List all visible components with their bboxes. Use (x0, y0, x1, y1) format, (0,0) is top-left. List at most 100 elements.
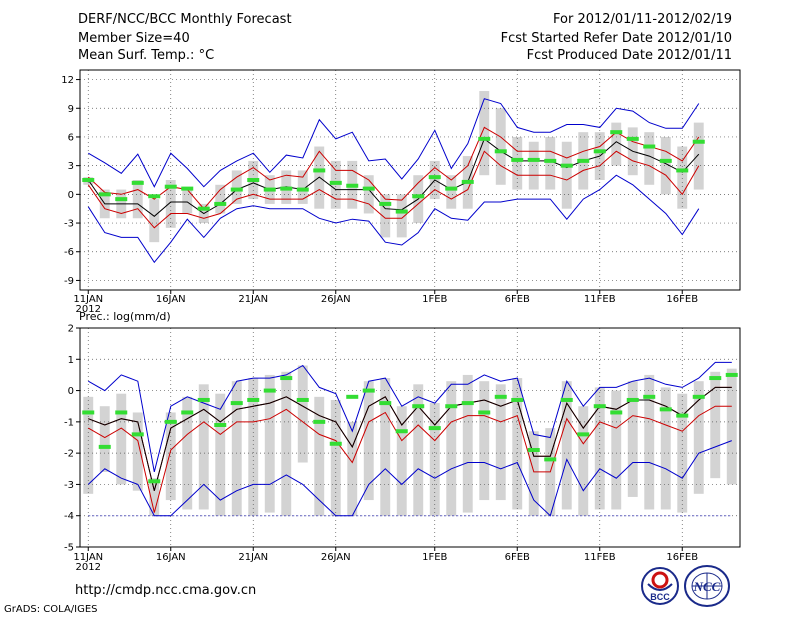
precipitation-member-marker (659, 407, 672, 412)
temperature-x-tick-label: 16FEB (666, 294, 698, 305)
temperature-spread-box (644, 132, 655, 185)
precipitation-member-marker (263, 388, 276, 393)
precipitation-member-marker (148, 479, 161, 484)
precipitation-spread-box (462, 374, 473, 513)
temperature-member-marker (230, 187, 243, 192)
precipitation-member-marker (395, 429, 408, 434)
forecast-start-date-label: Fcst Started Refer Date 2012/01/10 (500, 31, 732, 46)
temperature-member-marker (98, 192, 111, 197)
precipitation-spread-box (83, 396, 94, 494)
temperature-member-marker (544, 158, 557, 163)
temperature-member-marker (313, 168, 326, 173)
precipitation-member-marker (362, 388, 375, 393)
precipitation-x-tick-label: 11JAN (73, 552, 103, 563)
precipitation-member-marker (280, 376, 293, 381)
precipitation-member-marker (478, 410, 491, 415)
temperature-x-tick-label: 1FEB (422, 294, 447, 305)
temperature-spread-box (677, 146, 688, 209)
temperature-spread-box (693, 122, 704, 190)
precipitation-spread-box (446, 381, 457, 516)
temperature-member-marker (346, 183, 359, 188)
precipitation-x-tick-label: 26JAN (321, 552, 351, 563)
temperature-spread-box (132, 180, 143, 219)
precipitation-member-marker (709, 376, 722, 381)
temperature-member-marker (527, 157, 540, 162)
temperature-y-tick-label: -6 (64, 247, 74, 258)
precipitation-year-label: 2012 (76, 562, 101, 573)
temperature-plot-frame (79, 69, 741, 291)
temperature-lower-spread-line (87, 150, 700, 229)
precipitation-spread-box (281, 371, 292, 516)
precipitation-x-tick-label: 16JAN (156, 552, 186, 563)
precipitation-member-marker (346, 394, 359, 399)
precipitation-member-marker (560, 397, 573, 402)
temperature-ensemble-mean-line (87, 138, 700, 217)
temperature-member-marker (263, 187, 276, 192)
precipitation-spread-box (429, 403, 440, 516)
precipitation-y-tick-label: -5 (64, 543, 74, 554)
website-url[interactable]: http://cmdp.ncc.cma.gov.cn (75, 583, 257, 598)
precipitation-spread-box (297, 365, 308, 463)
precipitation-y-tick-label: 2 (68, 324, 74, 335)
precipitation-member-marker (626, 397, 639, 402)
temperature-spread-box (545, 136, 556, 190)
temperature-x-tick-label: 11JAN (73, 294, 103, 305)
precipitation-spread-box (264, 374, 275, 513)
temperature-spread-box (396, 194, 407, 238)
precipitation-variable-label: Prec.: log(mm/d) (79, 310, 171, 323)
temperature-member-marker (560, 163, 573, 168)
precipitation-lower-spread-line (88, 405, 732, 513)
temperature-y-tick-label: 0 (68, 190, 74, 201)
temperature-member-marker (148, 194, 161, 199)
temperature-member-marker (461, 179, 474, 184)
precipitation-spread-box (182, 396, 193, 510)
temperature-member-marker (478, 136, 491, 141)
precipitation-maximum-line (88, 361, 732, 473)
precipitation-member-marker (379, 401, 392, 406)
temperature-y-tick-label: 12 (61, 75, 74, 86)
temperature-spread-box (165, 180, 176, 228)
temperature-member-marker (164, 184, 177, 189)
temperature-spread-box (231, 170, 242, 204)
precipitation-member-marker (98, 444, 111, 449)
precipitation-spread-box (149, 478, 160, 516)
temperature-x-tick-label: 11FEB (584, 294, 616, 305)
temperature-spread-box (479, 91, 490, 176)
precipitation-member-marker (445, 404, 458, 409)
precipitation-member-marker (692, 394, 705, 399)
temperature-member-marker (445, 186, 458, 191)
temperature-member-marker (593, 149, 606, 154)
precipitation-member-marker (247, 397, 260, 402)
precipitation-member-marker (197, 397, 210, 402)
temperature-member-marker (494, 149, 507, 154)
precipitation-member-marker (544, 457, 557, 462)
temperature-year-label: 2012 (76, 304, 101, 315)
temperature-spread-box (297, 170, 308, 204)
precipitation-spread-box (116, 393, 127, 485)
temperature-y-tick-label: -9 (64, 276, 74, 287)
precipitation-spread-box (677, 393, 688, 513)
temperature-spread-box (561, 141, 572, 209)
member-size-label: Member Size=40 (78, 31, 190, 46)
precipitation-member-marker (461, 401, 474, 406)
precipitation-y-tick-label: -2 (64, 449, 74, 460)
ncc-logo: NCC (684, 565, 730, 607)
temperature-upper-spread-line (87, 126, 700, 210)
precipitation-spread-box (693, 381, 704, 494)
precipitation-member-marker (676, 413, 689, 418)
temperature-spread-box (215, 184, 226, 214)
temperature-member-marker (610, 130, 623, 135)
temperature-member-marker (131, 180, 144, 185)
precipitation-member-marker (527, 448, 540, 453)
precipitation-spread-box (495, 384, 506, 501)
precipitation-spread-box (627, 381, 638, 497)
precipitation-x-tick-label: 1FEB (422, 552, 447, 563)
temperature-spread-box (660, 136, 671, 195)
precipitation-spread-box (198, 384, 209, 510)
temperature-member-marker (577, 158, 590, 163)
precipitation-spread-box (132, 412, 143, 491)
precipitation-spread-box (215, 393, 226, 516)
temperature-member-marker (379, 201, 392, 206)
precipitation-member-marker (230, 401, 243, 406)
temperature-member-marker (247, 178, 260, 182)
